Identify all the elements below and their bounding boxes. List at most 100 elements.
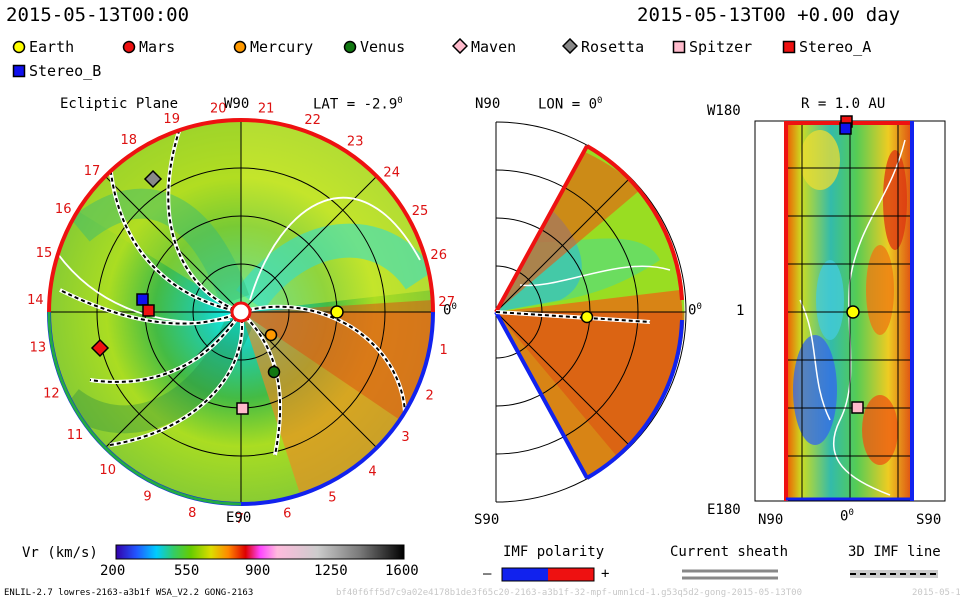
colorbar-tick: 200 xyxy=(100,563,126,579)
ecliptic-tick-label: 12 xyxy=(43,387,60,402)
colorbar-tick: 1600 xyxy=(385,563,419,579)
mercury-marker-icon xyxy=(233,40,247,54)
ecliptic-tick-label: 24 xyxy=(383,166,400,181)
ecliptic-tick-label: 25 xyxy=(412,204,429,219)
ecliptic-tick-label: 3 xyxy=(401,430,409,445)
spitzer-marker-icon xyxy=(672,40,686,54)
legend-label: Mars xyxy=(139,38,176,56)
map-x-right-label: S90 xyxy=(916,512,942,528)
legend-maven: Maven xyxy=(451,37,517,56)
ecliptic-tick-label: 13 xyxy=(30,341,47,356)
legend-stereo-a: Stereo_A xyxy=(782,38,871,56)
ecliptic-tick-label: 2 xyxy=(426,389,434,404)
venus-marker-icon xyxy=(343,40,357,54)
ecliptic-tick-label: 1 xyxy=(440,343,448,358)
legend-earth: Earth xyxy=(12,38,74,56)
ecliptic-tick-label: 22 xyxy=(304,113,321,128)
ecliptic-tick-label: 23 xyxy=(347,135,364,150)
ecliptic-tick-label: 20 xyxy=(210,101,227,116)
spitzer-marker-icon xyxy=(851,401,864,414)
current-sheath-label: Current sheath xyxy=(670,544,789,560)
ecliptic-lat-label: LAT = -2.90 xyxy=(313,96,403,113)
ecliptic-tick-label: 15 xyxy=(36,246,53,261)
ecliptic-tick-label: 6 xyxy=(283,507,291,522)
stereo-b-marker-icon xyxy=(12,64,26,78)
rosetta-marker-icon xyxy=(143,169,163,189)
ecliptic-tick-label: 8 xyxy=(188,506,196,521)
legend-spitzer: Spitzer xyxy=(672,38,752,56)
ecliptic-tick-label: 10 xyxy=(99,463,116,478)
map-title: R = 1.0 AU xyxy=(801,96,886,112)
imf-polarity-label: IMF polarity xyxy=(503,544,605,560)
mars-marker-icon xyxy=(90,338,110,358)
sun-icon xyxy=(230,301,252,323)
legend-label: Maven xyxy=(471,38,517,56)
earth-marker-icon xyxy=(846,305,860,319)
map-x-mid-label: 00 xyxy=(840,508,854,525)
ecliptic-tick-label: 7 xyxy=(236,512,244,527)
run-id: bf40f6ff5d7c9a02e4178b1de3f65c20-2163-a3… xyxy=(336,588,802,598)
ecliptic-title: Ecliptic Plane xyxy=(60,96,179,112)
venus-marker-icon xyxy=(267,365,281,379)
legend-label: Stereo_A xyxy=(799,38,872,56)
imf-negative-swatch xyxy=(502,568,548,581)
ecliptic-tick-label: 9 xyxy=(143,490,151,505)
ecliptic-tick-label: 17 xyxy=(84,164,101,179)
legend-label: Rosetta xyxy=(581,38,645,56)
meridional-grid xyxy=(495,121,687,503)
map-bottom-left-label: E180 xyxy=(707,502,741,518)
imf-minus-label: – xyxy=(483,566,492,582)
colorbar-label: Vr (km/s) xyxy=(22,545,98,561)
colorbar-tick: 900 xyxy=(245,563,271,579)
map-mid-left-label: 1 xyxy=(736,303,745,319)
legend-venus: Venus xyxy=(343,38,405,56)
legend-mercury: Mercury xyxy=(233,38,313,56)
radial-map-panel xyxy=(754,115,946,502)
ecliptic-bottom-label: E90 xyxy=(226,510,252,526)
ecliptic-top-label: W90 xyxy=(224,96,250,112)
earth-marker-icon xyxy=(580,310,594,324)
map-x-left-label: N90 xyxy=(758,512,784,528)
ecliptic-tick-label: 14 xyxy=(27,293,44,308)
meridional-bottom-label: S90 xyxy=(474,512,500,528)
imf-plus-label: + xyxy=(601,566,610,582)
ecliptic-tick-label: 21 xyxy=(258,102,275,117)
colorbar-tick: 1250 xyxy=(314,563,348,579)
colorbar-tick: 550 xyxy=(174,563,200,579)
spitzer-marker-icon xyxy=(236,402,249,415)
stereo-a-marker-icon xyxy=(142,304,155,317)
ecliptic-tick-label: 18 xyxy=(121,133,138,148)
ecliptic-tick-label: 11 xyxy=(67,428,84,443)
ecliptic-tick-label: 4 xyxy=(368,465,376,480)
footer-date: 2015-05-14 xyxy=(912,588,960,598)
ecliptic-tick-label: 26 xyxy=(430,248,447,263)
legend-label: Stereo_B xyxy=(29,62,102,80)
legend-rosetta: Rosetta xyxy=(561,37,645,56)
timestamp-right: 2015-05-13T00 +0.00 day xyxy=(637,4,901,26)
earth-marker-icon xyxy=(330,305,344,319)
ecliptic-border-positive xyxy=(47,118,435,313)
ecliptic-tick-label: 27 xyxy=(438,295,455,310)
earth-marker-icon xyxy=(12,40,26,54)
legend-mars: Mars xyxy=(122,38,175,56)
legend-stereo-b: Stereo_B xyxy=(12,62,101,80)
meridional-top-label: N90 xyxy=(475,96,501,112)
rosetta-marker-icon xyxy=(561,37,579,55)
velocity-colorbar xyxy=(115,544,405,560)
ecliptic-tick-label: 16 xyxy=(55,202,72,217)
ecliptic-imf-lines xyxy=(59,127,407,456)
ecliptic-right-label: 00 xyxy=(443,302,457,319)
ecliptic-tick-label: 19 xyxy=(163,112,180,127)
legend-label: Earth xyxy=(29,38,75,56)
imf-line-label: 3D IMF line xyxy=(848,544,941,560)
model-info: ENLIL-2.7 lowres-2163-a3b1f WSA_V2.2 GON… xyxy=(4,588,254,598)
legend-label: Spitzer xyxy=(689,38,753,56)
meridional-right-label: 00 xyxy=(688,302,702,319)
mars-marker-icon xyxy=(122,40,136,54)
maven-marker-icon xyxy=(451,37,469,55)
meridional-plane-panel xyxy=(494,121,687,503)
imf-positive-swatch xyxy=(548,568,594,581)
